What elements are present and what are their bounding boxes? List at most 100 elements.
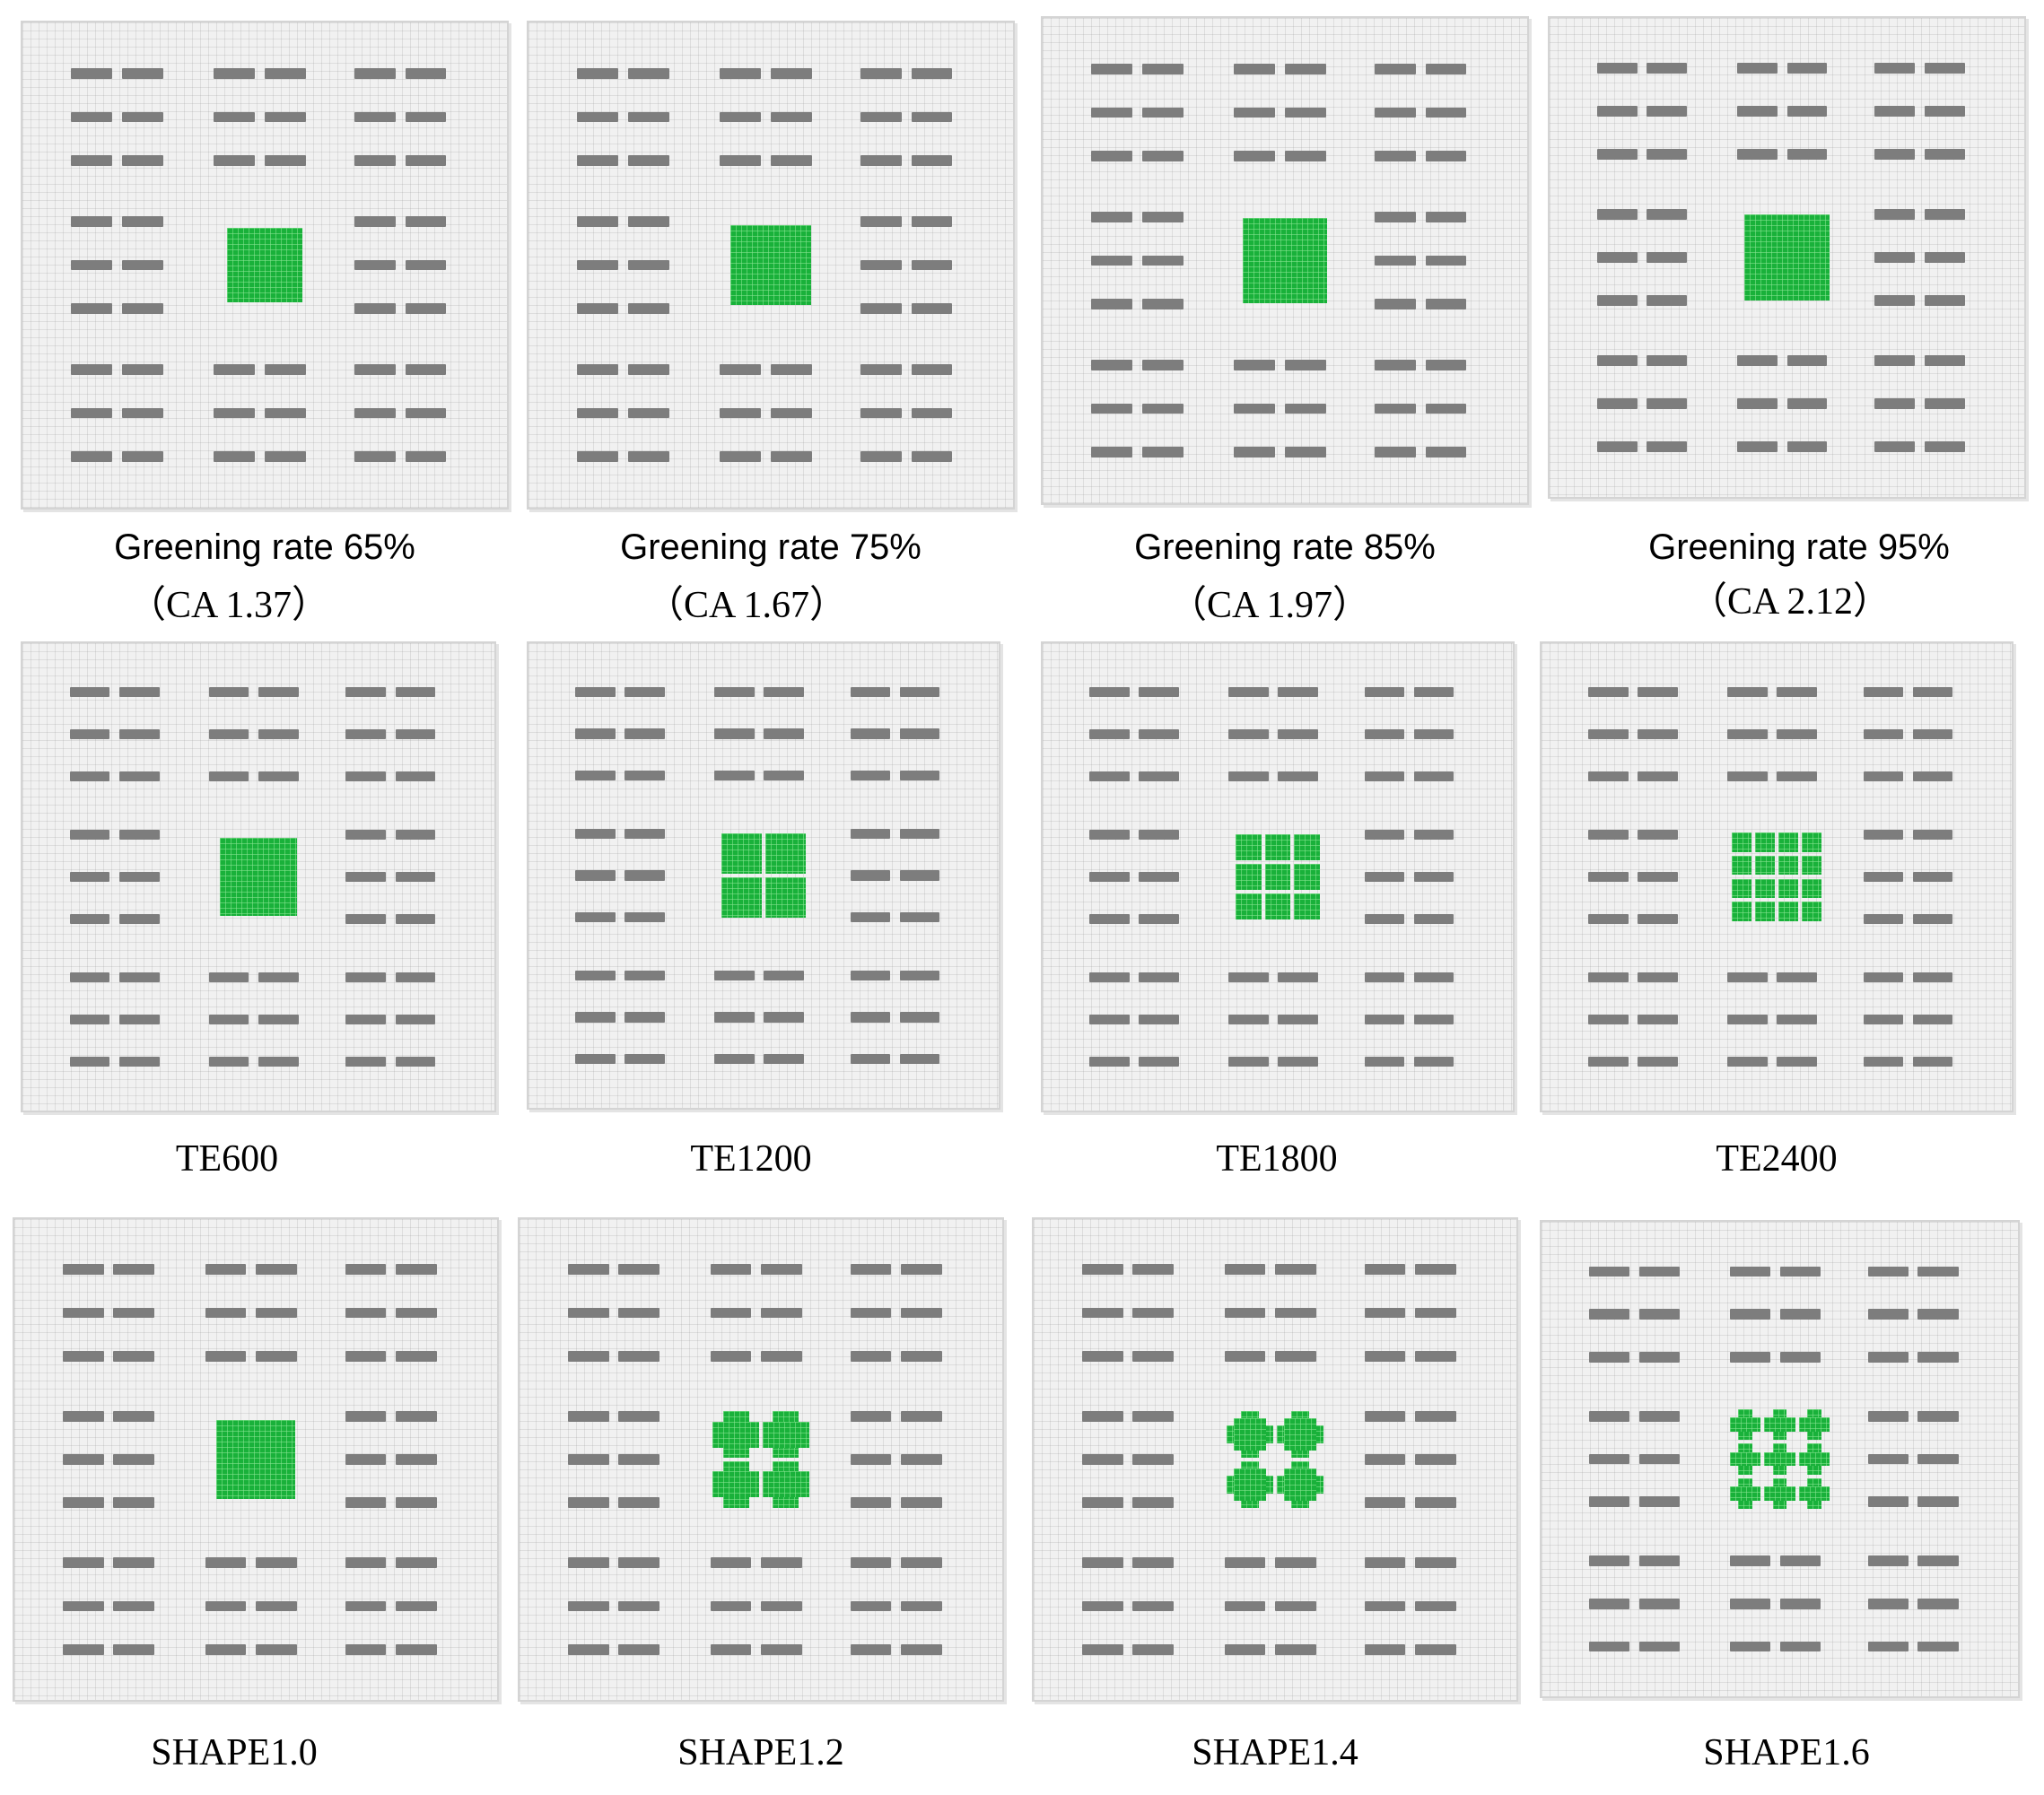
caption-greening-85: Greening rate 85% <box>1134 527 1436 567</box>
building-bar <box>1364 1643 1406 1655</box>
building-bar <box>1425 151 1467 162</box>
building-bar <box>1736 354 1778 366</box>
building-bar <box>1139 871 1179 883</box>
building-bar <box>713 970 755 981</box>
building-bar <box>1777 1056 1817 1067</box>
building-bar <box>850 728 891 739</box>
building-bar <box>1912 913 1953 925</box>
building-bar <box>1874 252 1916 263</box>
building-bar <box>1089 728 1130 740</box>
building-bar <box>1141 447 1184 458</box>
building-bar <box>577 215 618 227</box>
building-bar <box>1132 1557 1174 1569</box>
building-bar <box>121 363 163 375</box>
building-bar <box>575 728 616 739</box>
building-bar <box>118 771 160 782</box>
building-bar <box>265 111 306 123</box>
building-bar <box>1924 252 1965 263</box>
building-bar <box>1638 686 1678 698</box>
green-space <box>1235 864 1262 890</box>
building-bar <box>69 829 110 841</box>
building-bar <box>860 363 902 375</box>
panel-te1200 <box>527 641 1000 1110</box>
building-bar <box>1786 441 1828 452</box>
building-bar <box>1863 1014 1904 1025</box>
green-space <box>1801 832 1821 852</box>
building-bar <box>395 771 436 782</box>
building-bar <box>1364 1350 1406 1362</box>
building-bar <box>1415 1600 1456 1612</box>
building-bar <box>1364 771 1405 782</box>
building-bar <box>1779 1266 1821 1277</box>
building-bar <box>1924 354 1965 366</box>
building-bar <box>1924 397 1965 409</box>
building-bar <box>214 111 256 123</box>
caption-te600: TE600 <box>175 1138 279 1180</box>
building-bar <box>1867 1599 1909 1609</box>
panel-greening-95 <box>1548 16 2026 499</box>
building-bar <box>1638 771 1678 782</box>
building-bar <box>121 303 163 315</box>
building-bar <box>1081 1350 1123 1362</box>
building-bar <box>1091 107 1132 118</box>
building-bar <box>1867 1641 1909 1652</box>
green-space <box>1798 1451 1830 1467</box>
building-bar <box>1912 1014 1953 1025</box>
building-bar <box>1777 1014 1817 1025</box>
building-bar <box>627 215 669 227</box>
building-bar <box>1912 771 1953 782</box>
building-bar <box>345 1600 387 1612</box>
building-bar <box>1912 1056 1953 1067</box>
building-bar <box>1425 447 1467 458</box>
building-bar <box>1224 1350 1266 1362</box>
building-bar <box>911 215 953 227</box>
building-bar <box>1234 107 1276 118</box>
building-bar <box>1089 972 1130 983</box>
building-bar <box>911 407 953 419</box>
green-space <box>1729 1417 1761 1432</box>
building-bar <box>1415 1307 1456 1319</box>
building-bar <box>713 728 755 739</box>
building-bar <box>1275 1557 1316 1569</box>
building-bar <box>1647 441 1688 452</box>
building-bar <box>354 363 396 375</box>
building-bar <box>208 686 249 698</box>
building-bar <box>1081 1264 1123 1276</box>
building-bar <box>121 451 163 463</box>
building-bar <box>62 1600 104 1612</box>
building-bar <box>901 1497 942 1509</box>
building-bar <box>764 1012 804 1023</box>
building-bar <box>1224 1643 1266 1655</box>
building-bar <box>850 870 891 881</box>
building-bar <box>71 451 112 463</box>
building-bar <box>1589 1555 1630 1567</box>
building-bar <box>205 1350 247 1362</box>
building-bar <box>575 1012 616 1023</box>
building-bar <box>113 1643 154 1655</box>
building-bar <box>575 970 616 981</box>
building-bar <box>1863 871 1904 883</box>
building-bar <box>1863 686 1904 698</box>
building-bar <box>567 1350 609 1362</box>
building-bar <box>575 911 616 923</box>
building-bar <box>396 1264 437 1276</box>
building-bar <box>214 155 256 167</box>
building-bar <box>1374 211 1416 222</box>
building-bar <box>71 259 112 271</box>
panel-te600 <box>21 641 496 1112</box>
green-space <box>1235 834 1262 861</box>
building-bar <box>1589 1309 1630 1320</box>
building-bar <box>1863 913 1904 925</box>
building-bar <box>850 1557 892 1569</box>
building-bar <box>850 1264 892 1276</box>
building-bar <box>720 155 762 167</box>
building-bar <box>1234 359 1276 370</box>
building-bar <box>1227 728 1269 740</box>
building-bar <box>256 1557 297 1569</box>
building-bar <box>1275 1600 1316 1612</box>
building-bar <box>1924 106 1965 117</box>
building-bar <box>627 155 669 167</box>
building-bar <box>720 363 762 375</box>
building-bar <box>1917 1641 1959 1652</box>
building-bar <box>1777 972 1817 983</box>
